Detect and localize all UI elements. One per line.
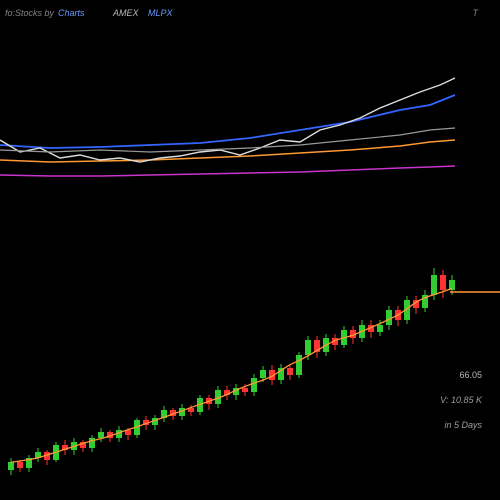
volume-value: V: 10.85 K <box>440 395 482 405</box>
candle-body <box>377 325 383 332</box>
days-value: in 5 Days <box>444 420 482 430</box>
price-value: 66.05 <box>459 370 482 380</box>
candle-body <box>242 388 248 392</box>
candle-body <box>431 275 437 295</box>
candle-body <box>287 368 293 375</box>
header-exchange: AMEX <box>113 8 139 18</box>
header-prefix: fo:Stocks by <box>5 8 54 18</box>
candle-body <box>8 462 14 470</box>
candle-body <box>98 432 104 438</box>
stock-chart-container: fo:Stocks by Charts AMEX MLPX T 66.05 V:… <box>0 0 500 500</box>
candle-body <box>440 275 446 290</box>
candle-body <box>89 438 95 448</box>
chart-svg <box>0 0 500 500</box>
header-symbol: MLPX <box>148 8 173 18</box>
candle-body <box>17 462 23 468</box>
line-blue <box>0 95 455 148</box>
candle-body <box>305 340 311 355</box>
line-magenta <box>0 166 455 176</box>
candle-body <box>296 355 302 375</box>
candle-body <box>386 310 392 325</box>
candle-body <box>260 370 266 378</box>
header-charts: Charts <box>58 8 85 18</box>
candle-body <box>251 378 257 392</box>
header-right: T <box>473 8 479 18</box>
moving-average-line <box>11 289 452 463</box>
